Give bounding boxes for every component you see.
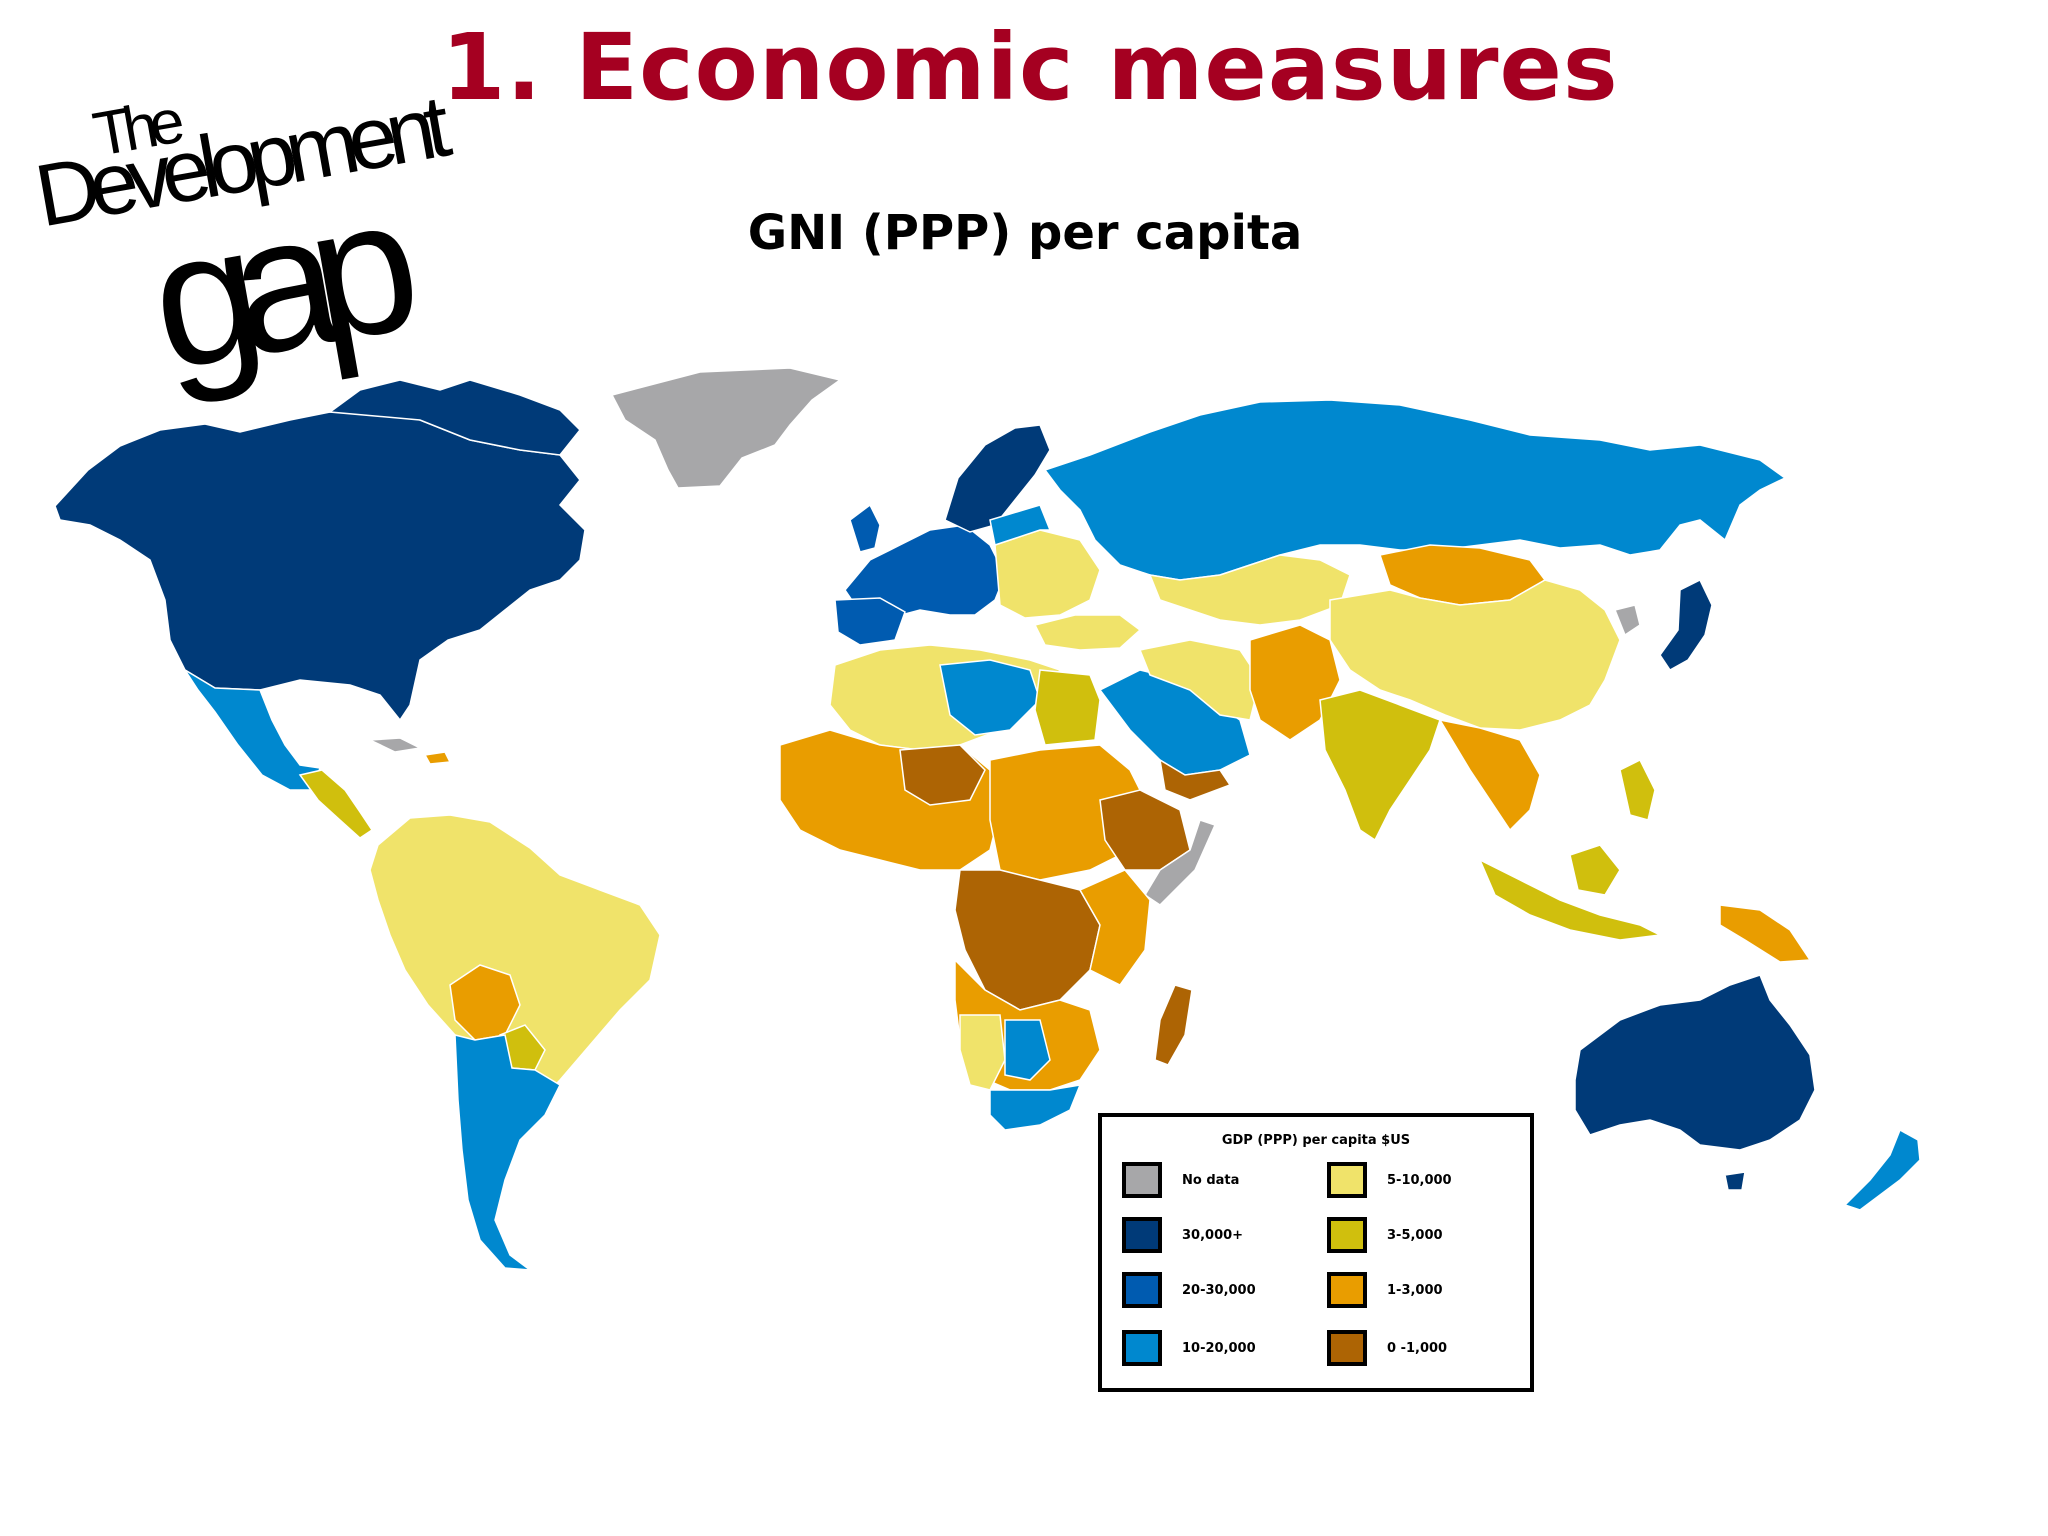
region-australia (1574, 974, 1816, 1151)
legend-swatch (1122, 1217, 1162, 1253)
region-south-africa (989, 1084, 1082, 1131)
legend-swatch (1327, 1272, 1367, 1308)
legend-swatch (1327, 1217, 1367, 1253)
region-korea (1613, 604, 1641, 637)
region-central-asia (1148, 554, 1351, 626)
region-madagascar (1154, 984, 1193, 1066)
region-iberia (834, 597, 906, 646)
region-greenland (610, 367, 842, 489)
region-south-central-asia (1249, 624, 1341, 741)
legend-item: 30,000+ (1122, 1217, 1322, 1257)
legend-item: 3-5,000 (1327, 1217, 1527, 1257)
legend-label: 3-5,000 (1387, 1228, 1443, 1243)
legend-label: 10-20,000 (1182, 1341, 1256, 1356)
region-uk-ireland (849, 503, 881, 553)
legend-label: 0 -1,000 (1387, 1341, 1448, 1356)
region-central-america (298, 769, 374, 839)
legend-swatch (1122, 1330, 1162, 1366)
region-north-america (54, 409, 586, 722)
region-tasmania (1724, 1171, 1746, 1191)
legend-item: 10-20,000 (1122, 1330, 1322, 1370)
legend-label: 5-10,000 (1387, 1173, 1452, 1188)
map-subtitle: GNI (PPP) per capita (747, 205, 1303, 261)
page-title: 1. Economic measures (441, 14, 1619, 121)
region-east-africa (1078, 869, 1151, 986)
region-borneo (1569, 844, 1621, 896)
region-botswana (1004, 1019, 1051, 1081)
region-turkey (1033, 614, 1142, 651)
region-caribbean (367, 737, 423, 753)
legend-swatch (1122, 1272, 1162, 1308)
region-central-europe (989, 504, 1052, 546)
region-eastern-europe (994, 529, 1101, 619)
region-sahel (899, 744, 986, 806)
region-libya (939, 659, 1041, 736)
legend-label: 1-3,000 (1387, 1283, 1443, 1298)
legend-label: 20-30,000 (1182, 1283, 1256, 1298)
region-japan (1659, 578, 1713, 671)
legend-item: 1-3,000 (1327, 1272, 1527, 1312)
legend-swatch (1327, 1162, 1367, 1198)
region-arctic-islands (327, 379, 582, 456)
legend-swatch (1122, 1162, 1162, 1198)
legend-item: 0 -1,000 (1327, 1330, 1527, 1370)
map-legend: GDP (PPP) per capita $US No data 30,000+ 2… (1098, 1113, 1534, 1392)
legend-item: 5-10,000 (1327, 1162, 1527, 1202)
region-china (1329, 579, 1621, 731)
legend-swatch (1327, 1330, 1367, 1366)
legend-label: 30,000+ (1182, 1228, 1244, 1243)
region-iran (1138, 639, 1261, 721)
region-yemen (1158, 758, 1232, 801)
region-egypt (1034, 669, 1101, 746)
legend-item: No data (1122, 1162, 1322, 1202)
legend-title: GDP (PPP) per capita $US (1221, 1133, 1411, 1148)
region-bolivia (449, 964, 521, 1041)
region-southern-cone (454, 1034, 561, 1271)
legend-item: 20-30,000 (1122, 1272, 1322, 1312)
region-southeast-asia (1438, 718, 1541, 832)
legend-label: No data (1182, 1173, 1240, 1188)
region-caribbean-east (423, 751, 452, 765)
region-india (1319, 689, 1441, 842)
region-indonesia (1478, 858, 1663, 941)
region-central-africa (954, 869, 1101, 1011)
region-south-america (369, 814, 661, 1111)
region-new-zealand (1843, 1128, 1921, 1211)
region-philippines (1619, 758, 1656, 821)
region-scandinavia (944, 424, 1051, 533)
region-papua-new-guinea (1719, 904, 1812, 963)
